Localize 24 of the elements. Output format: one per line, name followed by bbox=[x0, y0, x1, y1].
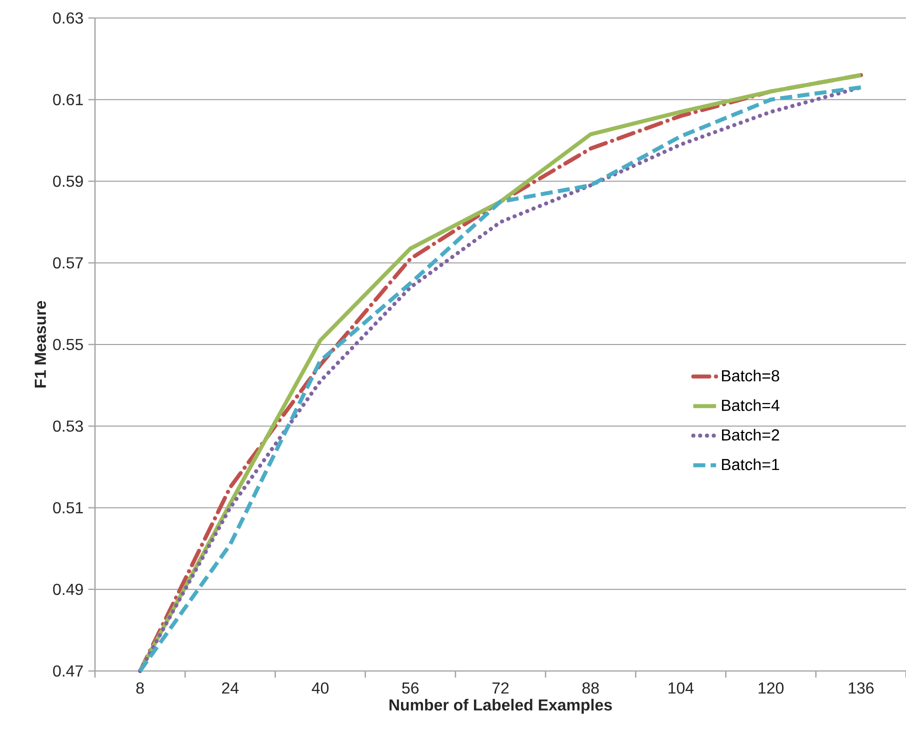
y-axis-title: F1 Measure bbox=[34, 301, 46, 388]
legend-label: Batch=2 bbox=[722, 428, 780, 441]
y-tick-label: 0.55 bbox=[53, 338, 83, 350]
legend-label: Batch=1 bbox=[722, 458, 780, 470]
y-tick-label: 0.49 bbox=[53, 584, 83, 596]
y-tick-label: 0.57 bbox=[53, 257, 83, 269]
x-tick-label: 136 bbox=[848, 682, 874, 694]
legend-label: Batch=8 bbox=[722, 370, 780, 382]
y-tick-label: 0.47 bbox=[53, 665, 83, 677]
x-tick-label: 24 bbox=[222, 682, 239, 694]
x-tick-label: 104 bbox=[668, 682, 694, 694]
x-tick-label: 88 bbox=[582, 682, 599, 694]
y-tick-label: 0.63 bbox=[53, 12, 83, 24]
x-axis-title: Number of Labeled Examples bbox=[390, 698, 612, 714]
y-tick-label: 0.61 bbox=[53, 94, 83, 106]
y-tick-label: 0.51 bbox=[53, 502, 83, 514]
x-tick-label: 120 bbox=[758, 682, 784, 694]
x-tick-label: 40 bbox=[312, 682, 329, 694]
x-tick-label: 56 bbox=[402, 682, 419, 694]
legend-label: Batch=4 bbox=[722, 399, 780, 412]
x-tick-label: 8 bbox=[136, 682, 144, 694]
y-tick-label: 0.59 bbox=[53, 176, 83, 187]
x-tick-label: 72 bbox=[492, 682, 509, 694]
y-tick-label: 0.53 bbox=[53, 420, 83, 432]
